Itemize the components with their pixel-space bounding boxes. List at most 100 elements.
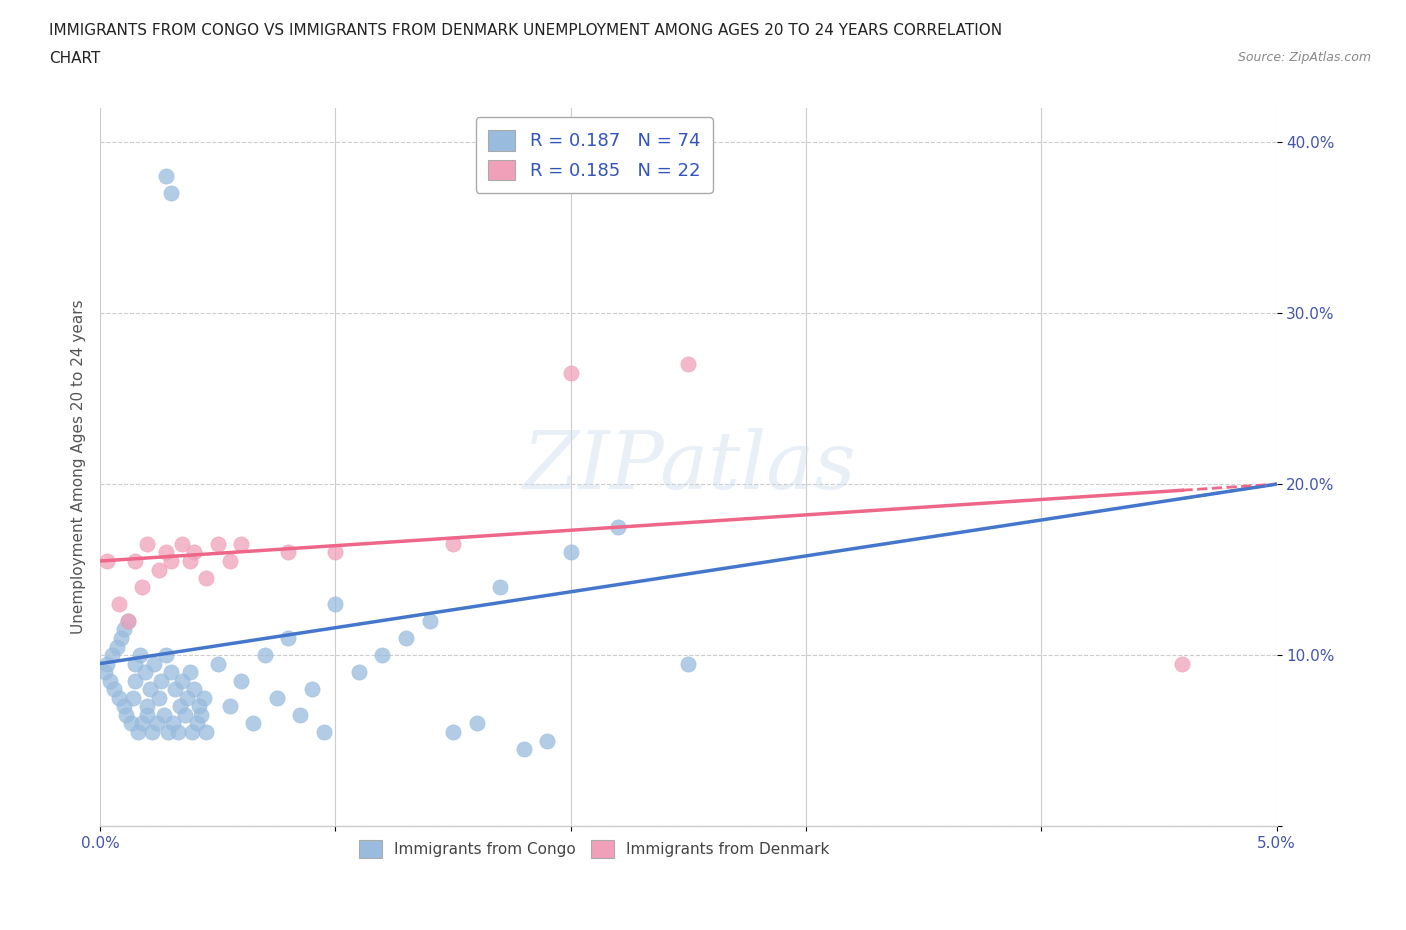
Point <box>179 665 201 680</box>
Text: CHART: CHART <box>49 51 101 66</box>
Point <box>193 690 215 705</box>
Point <box>138 682 160 697</box>
Point <box>371 647 394 662</box>
Point <box>253 647 276 662</box>
Point <box>148 562 170 577</box>
Point <box>512 741 534 756</box>
Point <box>108 596 131 611</box>
Point <box>347 665 370 680</box>
Point <box>231 673 253 688</box>
Point <box>536 733 558 748</box>
Point <box>124 553 146 568</box>
Point <box>207 537 229 551</box>
Point <box>1171 657 1194 671</box>
Point <box>122 690 145 705</box>
Point <box>195 724 218 739</box>
Point <box>120 716 142 731</box>
Point <box>207 657 229 671</box>
Point <box>159 186 181 201</box>
Point <box>101 647 124 662</box>
Point <box>560 545 582 560</box>
Point <box>441 724 464 739</box>
Point <box>325 596 347 611</box>
Point <box>172 537 194 551</box>
Point <box>157 724 180 739</box>
Point <box>231 537 253 551</box>
Text: IMMIGRANTS FROM CONGO VS IMMIGRANTS FROM DENMARK UNEMPLOYMENT AMONG AGES 20 TO 2: IMMIGRANTS FROM CONGO VS IMMIGRANTS FROM… <box>49 23 1002 38</box>
Point <box>678 657 700 671</box>
Point <box>277 545 299 560</box>
Text: ZIPatlas: ZIPatlas <box>522 428 855 506</box>
Point <box>187 699 209 714</box>
Point <box>155 169 177 184</box>
Point <box>112 699 135 714</box>
Point <box>96 553 118 568</box>
Point <box>465 716 488 731</box>
Point <box>179 553 201 568</box>
Y-axis label: Unemployment Among Ages 20 to 24 years: Unemployment Among Ages 20 to 24 years <box>72 299 86 634</box>
Point <box>418 614 440 629</box>
Point <box>131 579 153 594</box>
Point <box>150 673 173 688</box>
Point <box>186 716 208 731</box>
Point <box>129 647 152 662</box>
Point <box>395 631 418 645</box>
Point <box>183 545 205 560</box>
Point <box>180 724 202 739</box>
Point <box>124 657 146 671</box>
Point <box>277 631 299 645</box>
Point <box>165 682 187 697</box>
Point <box>105 639 128 654</box>
Point <box>145 716 167 731</box>
Point <box>242 716 264 731</box>
Point <box>115 708 138 723</box>
Point <box>173 708 195 723</box>
Point <box>136 699 159 714</box>
Point <box>148 690 170 705</box>
Point <box>266 690 288 705</box>
Point <box>312 724 335 739</box>
Point <box>195 571 218 586</box>
Point <box>301 682 323 697</box>
Point <box>134 665 156 680</box>
Point <box>108 690 131 705</box>
Point <box>172 673 194 688</box>
Point <box>441 537 464 551</box>
Point <box>141 724 163 739</box>
Point <box>112 622 135 637</box>
Legend: Immigrants from Congo, Immigrants from Denmark: Immigrants from Congo, Immigrants from D… <box>349 830 841 869</box>
Point <box>560 365 582 380</box>
Point <box>136 537 159 551</box>
Point <box>159 665 181 680</box>
Point <box>152 708 174 723</box>
Point <box>489 579 512 594</box>
Point <box>166 724 188 739</box>
Point <box>183 682 205 697</box>
Point <box>117 614 139 629</box>
Point <box>606 519 628 534</box>
Point <box>127 724 149 739</box>
Point <box>136 708 159 723</box>
Point <box>155 545 177 560</box>
Point <box>325 545 347 560</box>
Point <box>218 699 240 714</box>
Point <box>117 614 139 629</box>
Point <box>169 699 191 714</box>
Point <box>155 647 177 662</box>
Point <box>103 682 125 697</box>
Point <box>131 716 153 731</box>
Point <box>176 690 198 705</box>
Point <box>96 657 118 671</box>
Point <box>218 553 240 568</box>
Point <box>94 665 117 680</box>
Text: Source: ZipAtlas.com: Source: ZipAtlas.com <box>1237 51 1371 64</box>
Point <box>190 708 212 723</box>
Point <box>162 716 184 731</box>
Point <box>98 673 121 688</box>
Point <box>288 708 311 723</box>
Point <box>110 631 132 645</box>
Point <box>678 357 700 372</box>
Point <box>143 657 166 671</box>
Point <box>124 673 146 688</box>
Point <box>159 553 181 568</box>
